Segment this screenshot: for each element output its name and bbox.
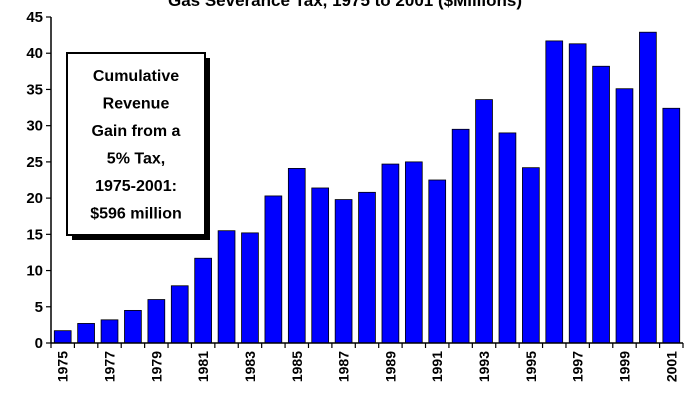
x-tick-label: 1983 <box>242 351 258 382</box>
bar-1996 <box>545 40 564 344</box>
x-tick-label: 1999 <box>616 351 632 382</box>
revenue-callout: Cumulative Revenue Gain from a 5% Tax, 1975-… <box>66 52 210 240</box>
bar-1990 <box>404 161 423 344</box>
y-tick-label: 45 <box>26 9 43 26</box>
y-tick-label: 0 <box>35 335 43 352</box>
bar-1976 <box>77 323 95 344</box>
y-tick-label: 10 <box>26 263 43 280</box>
x-tick-label: 1981 <box>195 351 211 382</box>
bar-1984 <box>264 195 283 344</box>
bar-1980 <box>170 285 189 344</box>
y-tick-label: 15 <box>26 226 43 243</box>
x-tick-label: 1987 <box>336 351 352 382</box>
bars <box>53 31 681 344</box>
x-tick-label: 1993 <box>476 351 492 382</box>
bar-1993 <box>475 99 493 344</box>
bar-1975 <box>53 330 72 344</box>
bar-1995 <box>522 167 540 344</box>
callout-line: Gain from a <box>92 123 181 140</box>
bar-2000 <box>639 31 657 344</box>
x-tick-label: 1975 <box>55 351 71 382</box>
bar-1992 <box>451 128 470 344</box>
callout-line: Revenue <box>103 96 170 113</box>
chart-title: Gas Severance Tax, 1975 to 2001 ($Millio… <box>168 0 522 10</box>
callout-line: Cumulative <box>93 68 179 85</box>
y-tick-label: 30 <box>26 118 43 135</box>
bar-1977 <box>100 319 119 344</box>
bar-1979 <box>147 299 166 344</box>
bar-1999 <box>615 88 634 344</box>
callout-box <box>66 52 206 236</box>
bar-1986 <box>311 187 330 344</box>
bar-1997 <box>568 43 587 344</box>
bar-1991 <box>428 179 447 344</box>
bar-1983 <box>241 232 259 344</box>
bar-1981 <box>194 257 212 344</box>
callout-line: 1975-2001: <box>95 178 177 195</box>
y-tick-label: 40 <box>26 45 43 62</box>
x-axis: 1975 1977 1979 1981 1983 1985 1987 1989 1991 1993… <box>50 342 684 382</box>
bar-1985 <box>287 168 306 344</box>
y-tick-label: 20 <box>26 190 43 207</box>
x-tick-label: 1977 <box>102 351 118 382</box>
bar-1998 <box>592 65 610 344</box>
x-tick-label: 2001 <box>663 351 679 382</box>
callout-line: 5% Tax, <box>107 151 165 168</box>
x-tick-label: 1997 <box>570 351 586 382</box>
x-tick-label: 1995 <box>523 351 539 382</box>
y-tick-label: 5 <box>35 299 43 316</box>
y-tick-label: 35 <box>26 81 43 98</box>
x-tick-label: 1979 <box>148 351 164 382</box>
y-axis: 0 5 10 15 20 25 30 35 40 45 <box>26 9 52 352</box>
bar-1988 <box>358 191 376 344</box>
bar-1994 <box>498 132 517 344</box>
y-tick-label: 25 <box>26 154 43 171</box>
x-tick-label: 1989 <box>382 351 398 382</box>
bar-1978 <box>124 309 142 344</box>
bar-1982 <box>217 230 236 344</box>
bar-1987 <box>334 199 353 344</box>
bar-1989 <box>381 163 400 344</box>
x-tick-label: 1985 <box>289 351 305 382</box>
bar-2001 <box>662 107 681 344</box>
x-tick-label: 1991 <box>429 351 445 382</box>
callout-line: $596 million <box>90 206 182 223</box>
